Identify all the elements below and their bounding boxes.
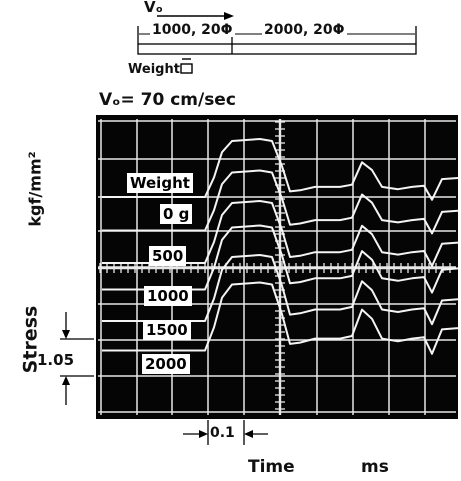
x-axis-unit: ms xyxy=(361,457,389,477)
x-scale-value: 0.1 xyxy=(210,425,235,441)
stress-traces xyxy=(102,138,459,355)
velocity-label: Vₒ= 70 cm/sec xyxy=(99,90,236,110)
y-scale-arrowhead-bottom xyxy=(62,376,70,385)
trace-label-0g: 0 g xyxy=(160,204,193,224)
trace-label-500: 500 xyxy=(149,246,187,266)
weight-block xyxy=(180,63,193,74)
stress-trace-0 xyxy=(102,138,459,201)
rod-segment-2-label: 2000, 20Φ xyxy=(262,22,347,38)
trace-label-1500: 1500 xyxy=(143,320,191,340)
rod-segment-1-label: 1000, 20Φ xyxy=(150,22,235,38)
stress-trace-1 xyxy=(102,169,459,235)
stress-trace-4 xyxy=(102,254,459,326)
y-scale-arrowhead-top xyxy=(62,330,70,339)
trace-label-header: Weight xyxy=(127,173,193,193)
stress-trace-3 xyxy=(102,224,459,294)
y-axis-unit: kgf/mm² xyxy=(25,151,45,227)
velocity-symbol: Vₒ xyxy=(144,0,163,16)
scale-markers xyxy=(60,312,268,445)
weight-label: Weight xyxy=(128,62,180,77)
x-scale-arrowhead-left xyxy=(199,430,208,438)
trace-label-1000: 1000 xyxy=(144,286,192,306)
stress-trace-5 xyxy=(102,281,459,355)
trace-label-2000: 2000 xyxy=(142,354,190,374)
x-axis-quantity: Time xyxy=(248,457,295,477)
x-scale-arrowhead-right xyxy=(244,430,253,438)
velocity-arrowhead xyxy=(224,12,234,20)
stress-trace-2 xyxy=(102,200,459,267)
y-scale-value: 1.05 xyxy=(37,351,75,369)
rod-body xyxy=(137,43,417,55)
